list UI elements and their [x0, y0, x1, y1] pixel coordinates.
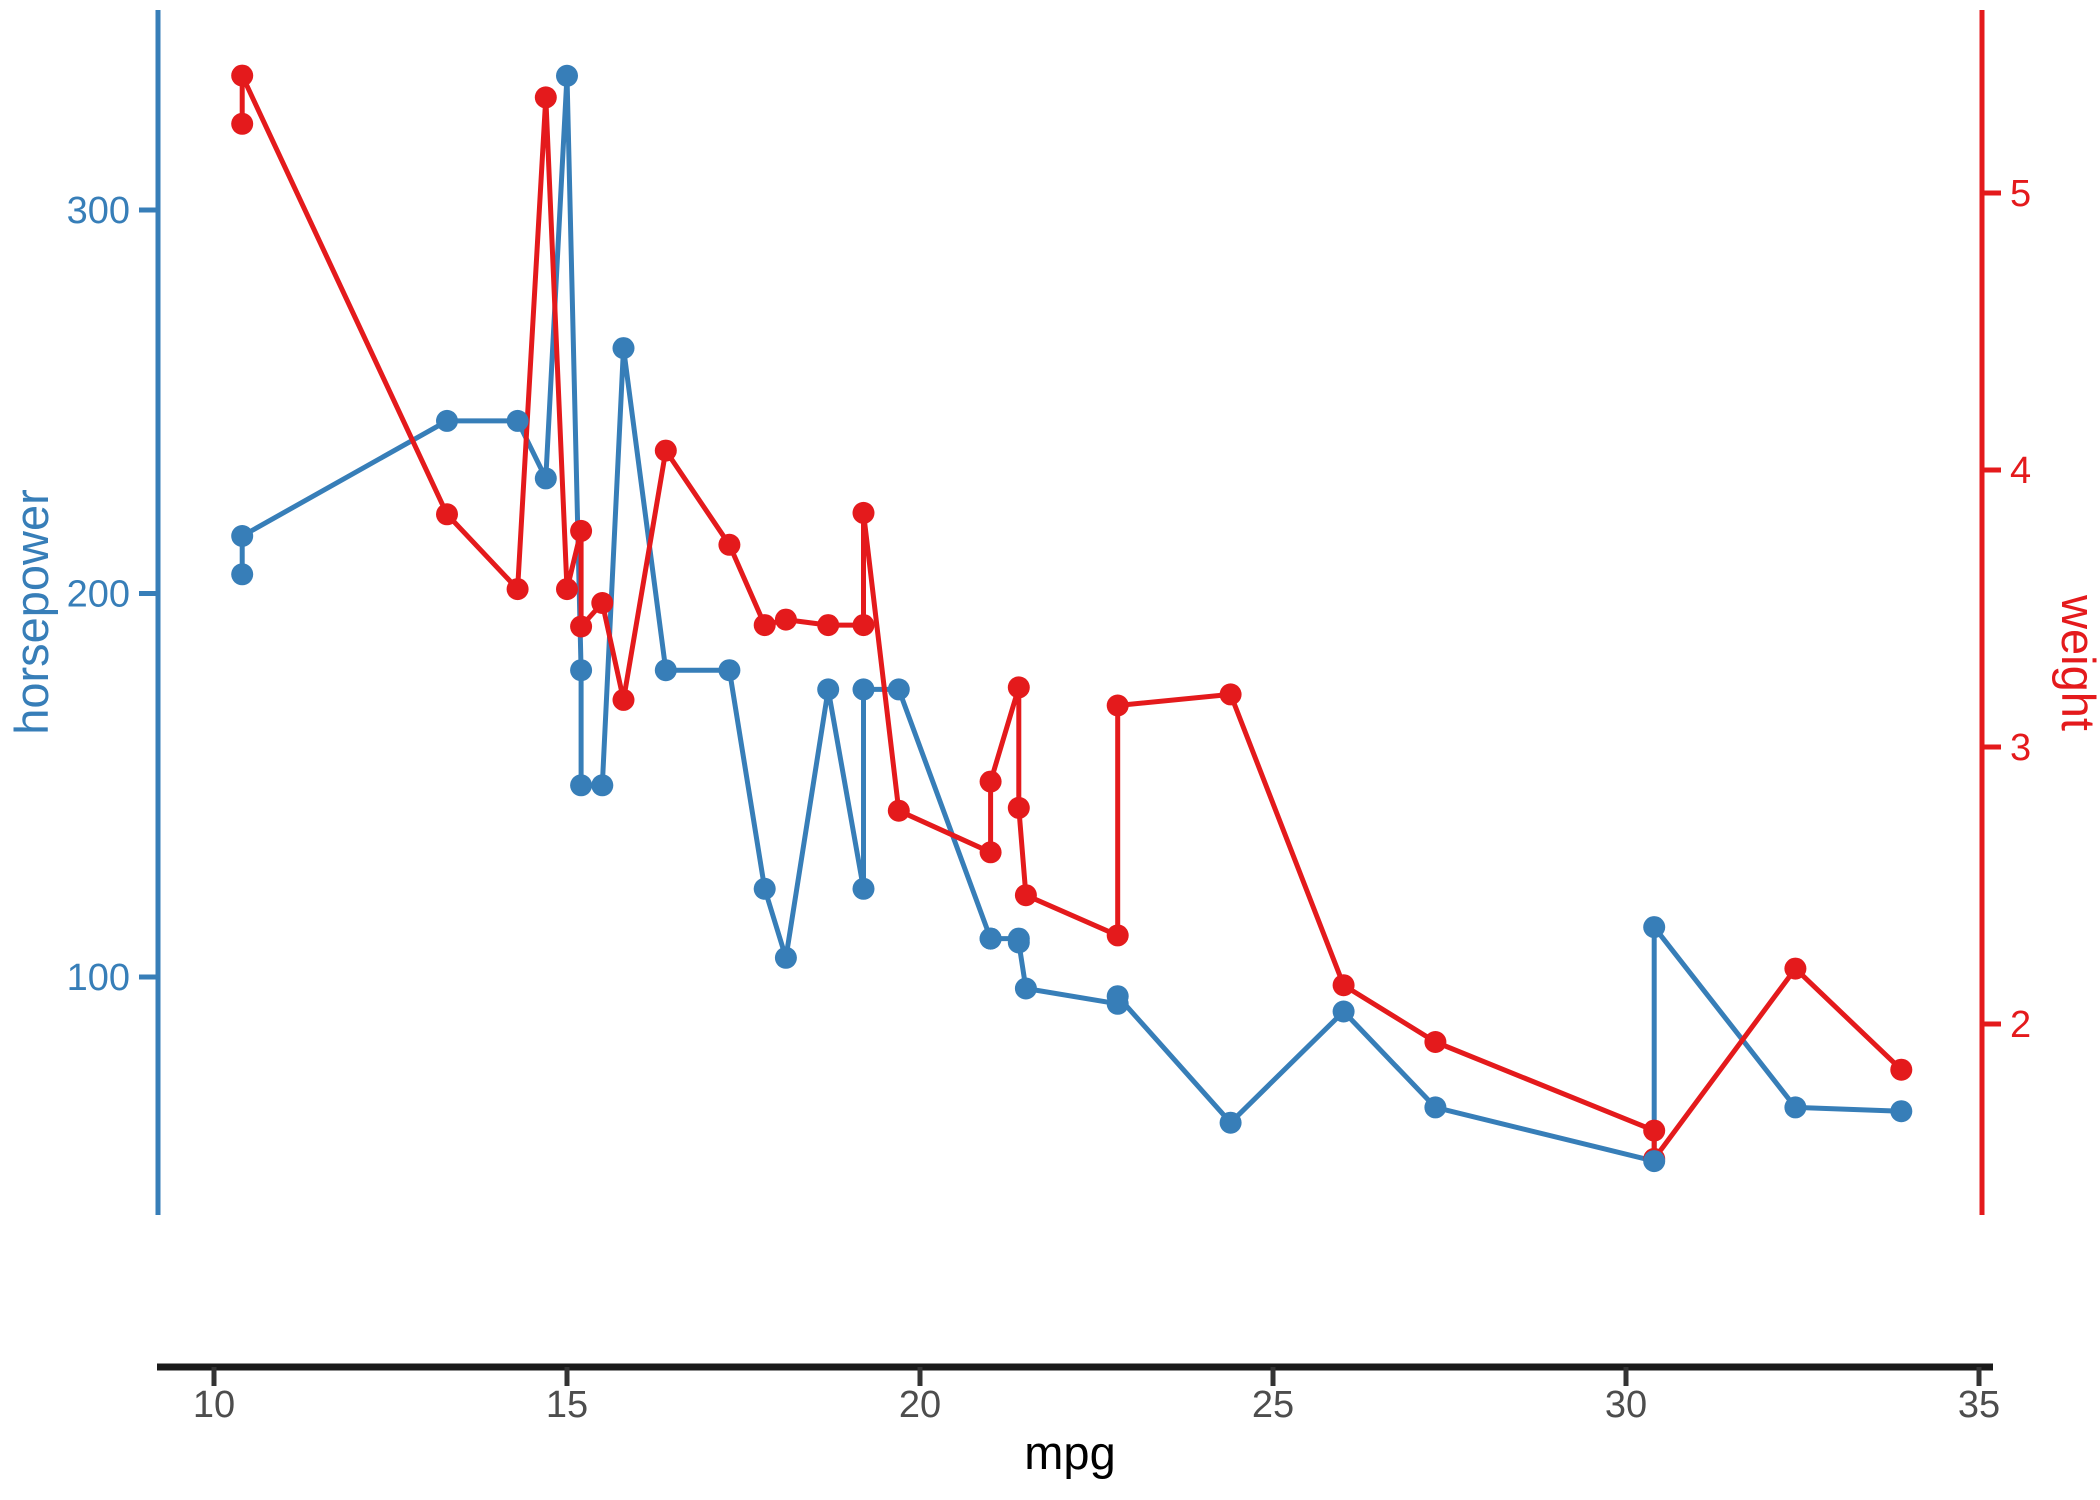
data-point-horsepower: [231, 563, 254, 586]
data-point-horsepower: [506, 409, 529, 432]
data-point-horsepower: [612, 337, 635, 360]
data-point-weight: [570, 519, 593, 542]
data-point-horsepower: [979, 927, 1002, 950]
data-point-horsepower: [1332, 1000, 1355, 1023]
data-point-weight: [1643, 1119, 1666, 1142]
data-point-horsepower: [753, 877, 776, 900]
data-point-weight: [1890, 1058, 1913, 1081]
data-point-weight: [1007, 676, 1030, 699]
series-points-layer: [231, 64, 1913, 1173]
data-point-horsepower: [718, 659, 741, 682]
data-point-horsepower: [852, 678, 875, 701]
x-axis-tick-label: 25: [1252, 1384, 1294, 1426]
data-point-horsepower: [231, 525, 254, 547]
right-axis-tick-label: 3: [2010, 727, 2031, 769]
data-point-weight: [231, 64, 254, 87]
data-point-weight: [556, 578, 578, 601]
data-point-horsepower: [774, 946, 797, 969]
data-point-horsepower: [591, 774, 614, 797]
data-point-horsepower: [1643, 916, 1666, 939]
data-point-weight: [436, 503, 458, 526]
data-point-weight: [570, 615, 593, 638]
data-point-weight: [506, 578, 529, 601]
left-axis-tick-label: 200: [67, 574, 130, 616]
data-point-weight: [1014, 884, 1037, 907]
data-point-weight: [1424, 1031, 1447, 1053]
left-axis-title: horsepower: [5, 489, 58, 735]
x-axis-tick-label: 35: [1958, 1384, 2000, 1426]
right-axis-title: weight: [2052, 594, 2100, 731]
x-axis-tick-label: 15: [546, 1384, 588, 1426]
data-point-horsepower: [852, 877, 875, 900]
right-axis-tick-label: 4: [2010, 450, 2031, 492]
data-point-horsepower: [1106, 985, 1129, 1008]
data-point-weight: [852, 614, 875, 637]
data-point-horsepower: [1424, 1096, 1447, 1119]
data-point-weight: [718, 533, 741, 556]
data-point-horsepower: [817, 678, 840, 701]
left-axis-tick-label: 100: [67, 957, 130, 999]
data-point-weight: [887, 799, 910, 822]
axes-layer: 100 200 300 2 3 4 5 10 15 20 25 30 35: [67, 10, 2031, 1426]
data-point-horsepower: [1014, 977, 1037, 1000]
data-point-horsepower: [556, 64, 578, 87]
data-point-horsepower: [1643, 1150, 1666, 1173]
data-point-horsepower: [570, 774, 593, 797]
data-point-weight: [231, 112, 254, 135]
x-axis-title: mpg: [1024, 1426, 1115, 1479]
data-point-weight: [1784, 957, 1807, 980]
data-point-horsepower: [534, 467, 557, 490]
data-point-weight: [1007, 796, 1030, 819]
data-point-horsepower: [887, 678, 910, 701]
data-point-horsepower: [436, 409, 458, 432]
data-point-weight: [654, 439, 677, 462]
horsepower-line: [239, 73, 1902, 1164]
series-lines-layer: [239, 73, 1904, 1164]
data-point-weight: [979, 841, 1002, 864]
x-axis-tick-label: 30: [1605, 1384, 1647, 1426]
data-point-weight: [1106, 694, 1129, 717]
right-axis-tick-label: 5: [2010, 173, 2031, 215]
data-point-horsepower: [1219, 1111, 1242, 1134]
x-axis-tick-label: 10: [193, 1384, 235, 1426]
data-point-horsepower: [1007, 931, 1030, 954]
data-point-weight: [979, 770, 1002, 793]
data-point-horsepower: [570, 659, 593, 682]
data-point-horsepower: [654, 659, 677, 682]
data-point-weight: [591, 592, 614, 614]
data-point-weight: [753, 614, 776, 637]
data-point-weight: [1106, 924, 1129, 947]
data-point-weight: [852, 501, 875, 524]
data-point-horsepower: [1784, 1096, 1807, 1119]
left-axis-tick-label: 300: [67, 190, 130, 232]
data-point-weight: [774, 608, 797, 631]
right-axis-tick-label: 2: [2010, 1004, 2031, 1046]
x-axis-tick-label: 20: [899, 1384, 941, 1426]
data-point-weight: [612, 688, 635, 711]
data-point-horsepower: [1890, 1100, 1913, 1123]
data-point-weight: [534, 86, 557, 109]
data-point-weight: [817, 614, 840, 637]
data-point-weight: [1332, 974, 1355, 997]
data-point-weight: [1219, 683, 1242, 706]
